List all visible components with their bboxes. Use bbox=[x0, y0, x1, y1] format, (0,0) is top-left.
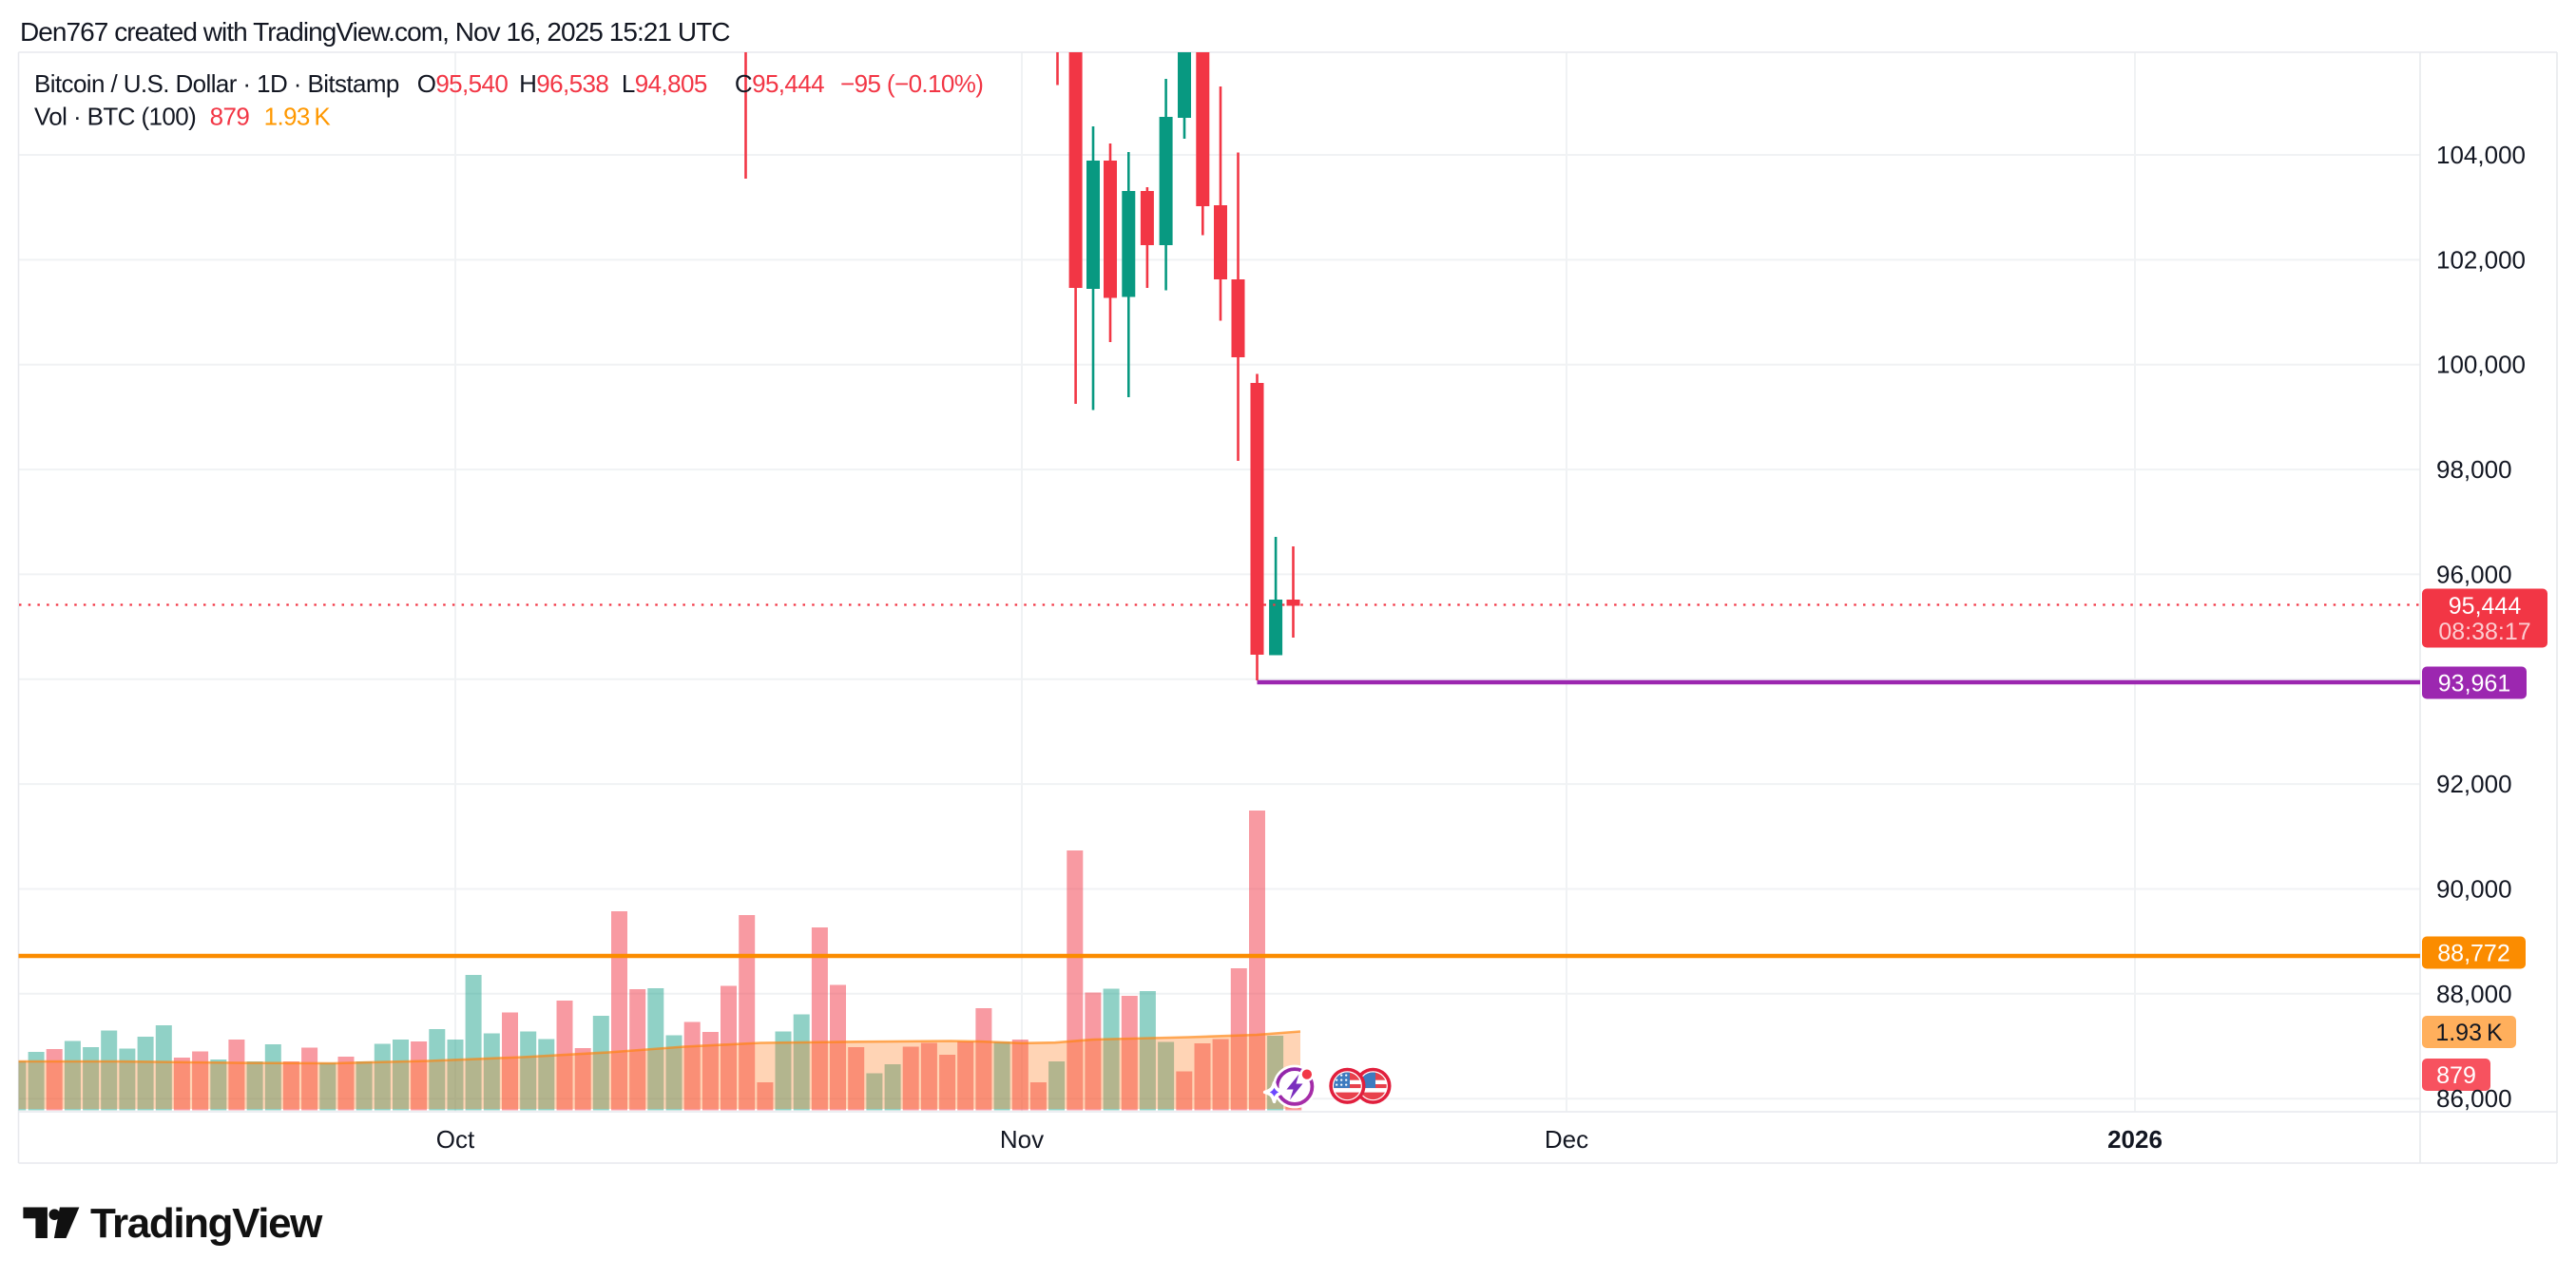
svg-text:Bitcoin / U.S. Dollar · 1D · B: Bitcoin / U.S. Dollar · 1D · Bitstamp bbox=[34, 69, 399, 98]
svg-text:2026: 2026 bbox=[2107, 1125, 2163, 1154]
svg-text:Dec: Dec bbox=[1545, 1125, 1588, 1154]
svg-text:H96,538: H96,538 bbox=[519, 69, 608, 98]
svg-text:100,000: 100,000 bbox=[2436, 351, 2526, 379]
svg-text:C95,444: C95,444 bbox=[735, 69, 824, 98]
svg-text:1.93 K: 1.93 K bbox=[2435, 1020, 2503, 1046]
svg-text:Oct: Oct bbox=[436, 1125, 475, 1154]
svg-text:102,000: 102,000 bbox=[2436, 245, 2526, 274]
svg-text:96,000: 96,000 bbox=[2436, 560, 2512, 588]
svg-text:86,000: 86,000 bbox=[2436, 1084, 2512, 1113]
svg-text:−95 (−0.10%): −95 (−0.10%) bbox=[840, 69, 983, 98]
svg-text:95,444: 95,444 bbox=[2449, 593, 2522, 620]
svg-text:92,000: 92,000 bbox=[2436, 770, 2512, 798]
svg-text:TradingView: TradingView bbox=[90, 1200, 323, 1247]
svg-text:Den767 created with TradingVie: Den767 created with TradingView.com, Nov… bbox=[20, 17, 730, 47]
svg-text:88,772: 88,772 bbox=[2437, 941, 2509, 967]
svg-text:08:38:17: 08:38:17 bbox=[2438, 619, 2530, 645]
svg-text:Nov: Nov bbox=[1000, 1125, 1044, 1154]
svg-text:O95,540: O95,540 bbox=[417, 69, 509, 98]
svg-text:104,000: 104,000 bbox=[2436, 141, 2526, 169]
svg-text:Vol · BTC (100) 879 1.93 K: Vol · BTC (100) 879 1.93 K bbox=[34, 103, 331, 131]
svg-text:98,000: 98,000 bbox=[2436, 455, 2512, 484]
svg-text:88,000: 88,000 bbox=[2436, 980, 2512, 1008]
svg-text:93,961: 93,961 bbox=[2438, 671, 2510, 697]
svg-text:879: 879 bbox=[2436, 1062, 2476, 1089]
svg-text:90,000: 90,000 bbox=[2436, 875, 2512, 904]
svg-text:L94,805: L94,805 bbox=[622, 69, 707, 98]
